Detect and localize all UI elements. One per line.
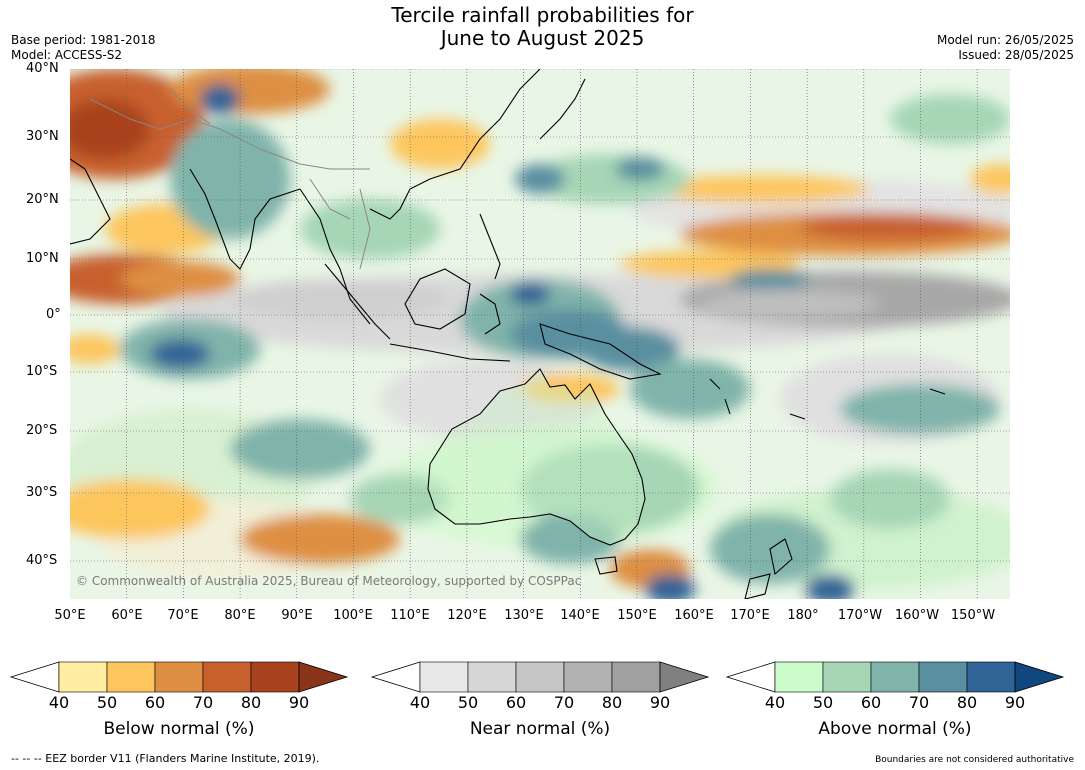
lat-label-10n: 10°N [26,251,59,266]
colorbar-below-normal [9,661,349,693]
cb-near-tick: 60 [505,693,527,712]
cb-above-tick: 80 [956,693,978,712]
colorbar-segment [250,661,300,693]
lon-label: 170°E [730,608,770,623]
colorbar-segment [774,661,824,693]
coastlines [70,69,946,599]
colorbar-segment [106,661,156,693]
cb-above-tick: 40 [764,693,786,712]
cb-below-tick: 90 [288,693,310,712]
lat-label-40s: 40°S [26,553,58,568]
lon-label: 130°E [504,608,544,623]
lat-label-30n: 30°N [26,129,59,144]
colorbar-segment [563,661,613,693]
cb-below-tick: 40 [48,693,70,712]
lon-label: 60°E [111,608,143,623]
colorbar-segment [154,661,204,693]
model-run: Model run: 26/05/2025 [936,33,1074,47]
lon-label: 140°E [560,608,600,623]
lat-label-40n: 40°N [26,61,59,76]
cb-near-tick: 80 [601,693,623,712]
colorbar-min-arrow [9,661,60,693]
colorbar-above-title: Above normal (%) [818,719,972,739]
lon-label: 160°W [894,608,940,623]
colorbar-segment [870,661,920,693]
colorbar-segment [822,661,872,693]
eez-border-note: -- -- -- EEZ border V11 (Flanders Marine… [11,752,320,765]
colorbar-segment [611,661,661,693]
base-period: Base period: 1981-2018 [11,33,156,47]
lon-label: 120°E [447,608,487,623]
map-title: Tercile rainfall probabilities for June … [0,4,1085,50]
copyright-notice: © Commonwealth of Australia 2025, Bureau… [76,574,582,588]
lon-label: 180° [787,608,819,623]
colorbar-segment [467,661,517,693]
model-name: Model: ACCESS-S2 [11,48,123,62]
cb-above-tick: 50 [812,693,834,712]
colorbar-max-arrow [1014,661,1065,693]
colorbar-segment [419,661,469,693]
lon-label: 150°E [617,608,657,623]
lon-label: 80°E [224,608,256,623]
colorbar-segment [58,661,108,693]
cb-above-tick: 70 [908,693,930,712]
metadata-right: Model run: 26/05/2025 Issued: 28/05/2025 [937,33,1074,63]
cb-near-tick: 90 [649,693,671,712]
colorbar-max-arrow [659,661,710,693]
metadata-left: Base period: 1981-2018 Model: ACCESS-S2 [11,33,156,63]
lon-label: 90°E [281,608,313,623]
cb-below-tick: 80 [240,693,262,712]
boundaries-disclaimer: Boundaries are not considered authoritat… [875,755,1074,765]
colorbar-legends [9,661,1065,693]
cb-below-tick: 70 [192,693,214,712]
lon-label: 110°E [390,608,430,623]
rainfall-map [70,69,1010,599]
title-line-1: Tercile rainfall probabilities for [391,3,694,27]
colorbar-near-title: Near normal (%) [469,719,611,739]
lon-label: 170°W [837,608,883,623]
lat-label-30s: 30°S [26,485,58,500]
cb-below-tick: 60 [144,693,166,712]
lat-label-20n: 20°N [26,192,59,207]
issued-date: Issued: 28/05/2025 [958,48,1074,62]
colorbar-segment [918,661,968,693]
colorbar-above-normal [725,661,1065,693]
lon-label: 50°E [54,608,86,623]
colorbar-segment [202,661,252,693]
lat-label-20s: 20°S [26,423,58,438]
colorbar-min-arrow [370,661,421,693]
country-borders [89,88,371,270]
lon-label: 70°E [167,608,199,623]
lon-label: 160°E [674,608,714,623]
colorbar-segment [966,661,1016,693]
colorbar-below-title: Below normal (%) [103,719,255,739]
cb-above-tick: 60 [860,693,882,712]
cb-above-tick: 90 [1004,693,1026,712]
lon-label: 100°E [333,608,373,623]
cb-near-tick: 70 [553,693,575,712]
lon-label: 150°W [950,608,996,623]
lat-lon-grid [70,69,1010,599]
cb-near-tick: 50 [457,693,479,712]
lat-label-10s: 10°S [26,364,58,379]
colorbar-max-arrow [298,661,349,693]
colorbar-near-normal [370,661,710,693]
cb-below-tick: 50 [96,693,118,712]
colorbar-segment [515,661,565,693]
colorbar-min-arrow [725,661,776,693]
lat-label-0: 0° [46,307,61,322]
cb-near-tick: 40 [409,693,431,712]
title-line-2: June to August 2025 [440,26,645,50]
